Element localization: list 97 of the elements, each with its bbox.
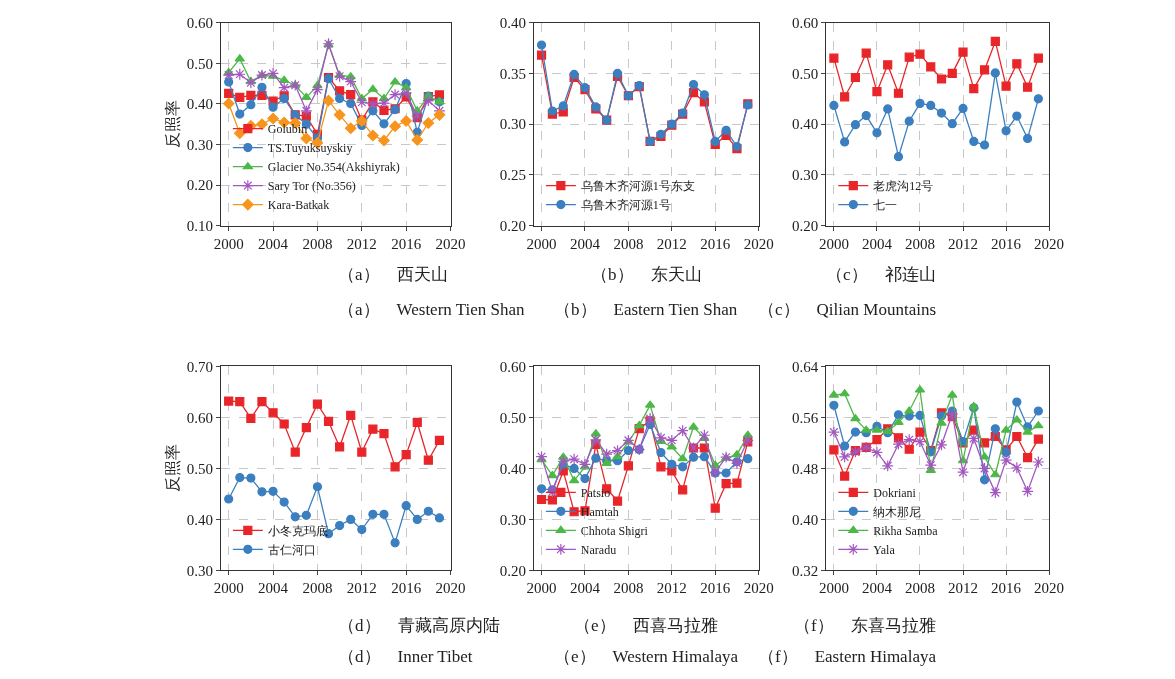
legend-label: 纳木那尼: [873, 504, 922, 519]
y-tick-label: 0.50: [499, 409, 526, 426]
y-tick-label: 0.56: [792, 409, 819, 426]
x-tick-label: 2004: [861, 235, 893, 252]
x-tick-label: 2012: [346, 235, 377, 252]
y-tick-label: 0.30: [186, 562, 213, 579]
x-tick-label: 2008: [904, 580, 935, 597]
y-tick-label: 0.64: [792, 358, 819, 375]
x-tick-label: 2016: [700, 580, 731, 597]
y-tick-label: 0.10: [186, 218, 213, 234]
x-tick-label: 2000: [213, 235, 244, 252]
x-tick-label: 2020: [1034, 235, 1065, 252]
x-tick-label: 2004: [569, 235, 601, 252]
x-tick-label: 2012: [948, 235, 979, 252]
legend-label: Naradu: [580, 542, 617, 557]
x-tick-label: 2004: [258, 580, 289, 597]
y-tick-label: 0.20: [186, 177, 213, 194]
y-tick-label: 0.20: [792, 218, 819, 234]
y-axis-title: 反照率: [163, 100, 181, 149]
legend-label: Sary Tor (No.356): [267, 179, 356, 194]
text: （f） 东喜马拉雅: [794, 616, 936, 635]
y-tick-label: 0.48: [792, 460, 819, 477]
x-tick-label: 2016: [391, 235, 422, 252]
legend-label: Glacier No.354(Akshiyrak): [267, 160, 400, 175]
y-tick-label: 0.40: [792, 511, 819, 528]
text: （e） 西喜马拉雅: [574, 616, 718, 635]
text: （a） Western Tien Shan: [338, 300, 526, 319]
text: （b） 东天山: [591, 265, 702, 284]
x-tick-label: 2000: [526, 580, 557, 597]
y-tick-label: 0.50: [186, 55, 213, 72]
y-axis-title: 反照率: [163, 444, 181, 493]
x-tick-label: 2020: [743, 235, 774, 252]
legend-label: TS.Tuyuksuyskiy: [267, 141, 353, 156]
y-tick-label: 0.30: [499, 116, 526, 133]
x-tick-label: 2012: [656, 235, 687, 252]
x-tick-label: 2008: [302, 235, 333, 252]
y-tick-label: 0.60: [792, 14, 819, 31]
y-tick-label: 0.20: [499, 218, 526, 234]
legend-label: Hamtah: [580, 504, 619, 519]
text: （c） Qilian Mountains: [758, 300, 937, 319]
x-tick-label: 2000: [818, 235, 849, 252]
x-tick-label: 2000: [818, 580, 849, 597]
text: （d） Inner Tibet: [338, 647, 473, 666]
legend-label: Yala: [873, 542, 896, 557]
y-tick-label: 0.40: [499, 14, 526, 31]
text: （e） Western Himalaya: [554, 647, 739, 666]
y-tick-label: 0.50: [792, 65, 819, 82]
text: （d） 青藏高原内陆: [338, 616, 500, 635]
y-tick-label: 0.60: [499, 358, 526, 375]
x-tick-label: 2020: [435, 580, 466, 597]
x-tick-label: 2008: [904, 235, 935, 252]
x-tick-label: 2012: [656, 580, 687, 597]
legend-label: 乌鲁木齐河源1号东支: [580, 179, 695, 194]
legend-label: 老虎沟12号: [873, 179, 934, 194]
x-tick-label: 2008: [613, 580, 644, 597]
x-tick-label: 2016: [991, 580, 1022, 597]
legend-label: Rikha Samba: [873, 523, 939, 538]
y-tick-label: 0.30: [499, 511, 526, 528]
text: （a） 西天山: [338, 265, 448, 284]
text: （f） Eastern Himalaya: [758, 647, 937, 666]
legend-label: 七一: [873, 198, 898, 213]
text: （b） Eastern Tien Shan: [554, 300, 738, 319]
x-tick-label: 2004: [861, 580, 893, 597]
x-tick-label: 2000: [213, 580, 244, 597]
y-tick-label: 0.32: [792, 562, 819, 579]
legend-label: 乌鲁木齐河源1号: [580, 198, 671, 213]
y-tick-label: 0.60: [186, 409, 213, 426]
y-tick-label: 0.50: [186, 460, 213, 477]
legend-label: Dokriani: [873, 485, 917, 500]
x-tick-label: 2020: [1034, 580, 1065, 597]
y-tick-label: 0.20: [499, 562, 526, 579]
y-tick-label: 0.40: [186, 96, 213, 113]
x-tick-label: 2000: [526, 235, 557, 252]
x-tick-label: 2016: [991, 235, 1022, 252]
x-tick-label: 2008: [613, 235, 644, 252]
legend-label: 古仁河口: [267, 542, 316, 557]
y-tick-label: 0.40: [499, 460, 526, 477]
y-tick-label: 0.60: [186, 14, 213, 31]
x-tick-label: 2004: [258, 235, 289, 252]
x-tick-label: 2004: [569, 580, 601, 597]
y-tick-label: 0.40: [792, 116, 819, 133]
x-tick-label: 2020: [743, 580, 774, 597]
legend-label: Chhota Shigri: [580, 523, 649, 538]
y-tick-label: 0.25: [499, 167, 526, 184]
x-tick-label: 2016: [700, 235, 731, 252]
x-tick-label: 2016: [391, 580, 422, 597]
y-tick-label: 0.35: [499, 65, 526, 82]
y-tick-label: 0.70: [186, 358, 213, 375]
x-tick-label: 2012: [346, 580, 377, 597]
y-tick-label: 0.40: [186, 511, 213, 528]
text: （c） 祁连山: [826, 265, 936, 284]
y-tick-label: 0.30: [792, 167, 819, 184]
y-tick-label: 0.30: [186, 136, 213, 153]
legend-label: Kara-Batkak: [267, 198, 330, 213]
x-tick-label: 2012: [948, 580, 979, 597]
x-tick-label: 2008: [302, 580, 333, 597]
x-tick-label: 2020: [435, 235, 466, 252]
